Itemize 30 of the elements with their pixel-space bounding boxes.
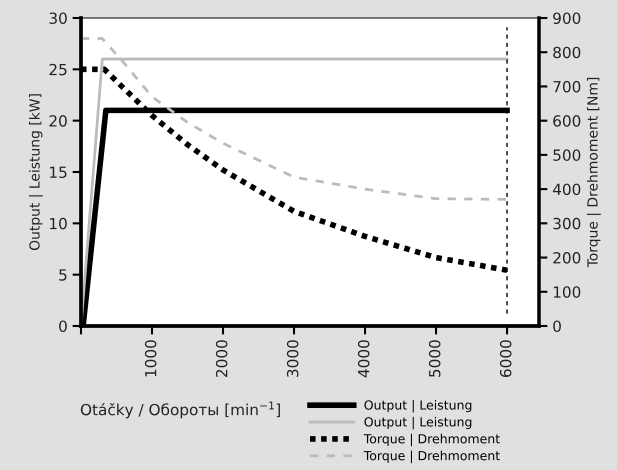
legend-label: Output | Leistung bbox=[364, 400, 472, 412]
legend-label: Torque | Drehmoment bbox=[364, 434, 500, 446]
y2-tick-label: 700 bbox=[553, 80, 580, 92]
y-tick-label: 10 bbox=[50, 218, 67, 230]
y2-tick-label: 300 bbox=[553, 218, 580, 230]
y2-tick-label: 500 bbox=[553, 149, 580, 161]
x-tick-label: 4000 bbox=[358, 340, 370, 378]
y2-tick-label: 200 bbox=[553, 252, 580, 264]
y-tick-label: 15 bbox=[50, 166, 66, 178]
y2-tick-label: 900 bbox=[553, 12, 580, 24]
x-tick-label: 3000 bbox=[286, 340, 298, 377]
y2-tick-label: 600 bbox=[553, 115, 580, 127]
y-tick-label: 25 bbox=[49, 64, 66, 76]
y-tick-label: 20 bbox=[49, 115, 67, 127]
y2-axis-title: Torque | Drehmoment [Nm] bbox=[586, 78, 601, 268]
y-tick-label: 5 bbox=[59, 269, 66, 281]
y2-tick-label: 0 bbox=[553, 320, 561, 332]
legend-label: Torque | Drehmoment bbox=[364, 450, 500, 464]
x-tick-label: 1000 bbox=[144, 340, 156, 376]
y2-tick-label: 100 bbox=[554, 286, 580, 298]
y-tick-label: 0 bbox=[59, 320, 67, 332]
y-tick-label: 30 bbox=[50, 12, 67, 24]
x-tick-label: 6000 bbox=[500, 340, 512, 378]
y2-tick-label: 800 bbox=[553, 46, 580, 58]
x-tick-label: 5000 bbox=[428, 340, 440, 377]
legend-label: Output | Leistung bbox=[364, 416, 472, 430]
y2-tick-label: 400 bbox=[552, 184, 580, 196]
x-axis-title: Otáčky / Обороты [min$^{−1}$] bbox=[80, 402, 280, 418]
x-tick-label: 2000 bbox=[216, 340, 228, 377]
y-axis-title: Output | Leistung [kW] bbox=[28, 94, 43, 250]
